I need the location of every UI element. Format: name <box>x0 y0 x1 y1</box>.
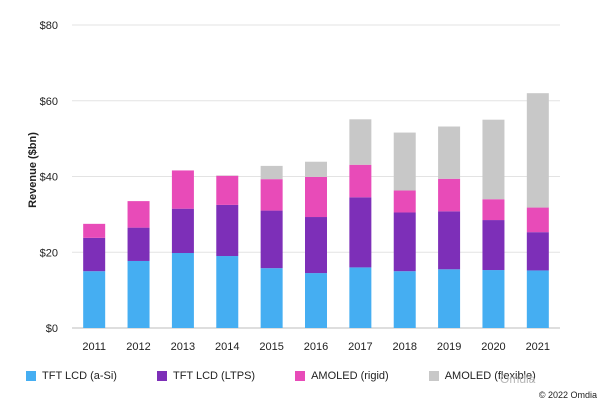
bar-segment <box>260 179 283 211</box>
x-tick-label: 2020 <box>481 341 505 353</box>
bar-segment <box>526 93 549 208</box>
legend-item: AMOLED (rigid) <box>295 370 389 382</box>
bar-segment <box>438 211 461 270</box>
bar-segment <box>349 197 372 268</box>
bar-segment <box>349 119 372 165</box>
bar-segment <box>482 220 505 271</box>
bar-segment <box>260 210 283 269</box>
bar-segment <box>260 268 283 328</box>
bar-segment <box>83 223 106 238</box>
bar-segment <box>216 175 239 205</box>
legend-label: TFT LCD (a-Si) <box>42 370 117 382</box>
bar-segment <box>526 270 549 328</box>
y-axis-ticks: $0 $20 $40 $60 $80 <box>40 20 58 335</box>
bar-segment <box>438 178 461 212</box>
legend-item: TFT LCD (a-Si) <box>26 370 117 382</box>
bar-segment <box>127 260 150 328</box>
legend-label: AMOLED (flexible) <box>444 370 536 382</box>
y-axis-label: Revenue ($bn) <box>27 132 39 208</box>
bar-segment <box>171 253 194 328</box>
bar-segment <box>305 217 327 274</box>
legend-item: AMOLED (flexible) <box>428 370 536 382</box>
bar-segment <box>171 208 194 254</box>
legend-swatch <box>428 371 439 381</box>
bar-segment <box>393 271 416 328</box>
y-tick-label: $80 <box>40 20 58 32</box>
x-tick-label: 2013 <box>171 341 195 353</box>
bar-segment <box>482 270 505 328</box>
copyright: © 2022 Omdia <box>538 390 597 400</box>
x-tick-label: 2014 <box>215 341 239 353</box>
x-tick-label: 2018 <box>392 341 416 353</box>
bar-segment <box>349 267 372 328</box>
bar-segment <box>305 273 327 328</box>
x-tick-label: 2017 <box>348 341 372 353</box>
legend-swatch <box>156 371 167 381</box>
bar-segment <box>349 164 372 198</box>
y-tick-label: $0 <box>46 323 58 335</box>
bar-segment <box>438 269 461 328</box>
x-tick-label: 2016 <box>304 341 328 353</box>
bar-segment <box>260 165 283 180</box>
bar-segment <box>305 161 327 177</box>
bar-segment <box>83 237 106 272</box>
bar-segment <box>393 212 416 272</box>
bars <box>83 93 549 328</box>
bar-segment <box>127 201 150 228</box>
bar-segment <box>526 207 549 233</box>
y-tick-label: $60 <box>40 96 58 108</box>
bar-segment <box>393 190 416 213</box>
legend-item: TFT LCD (LTPS) <box>156 370 256 382</box>
bar-segment <box>216 204 239 257</box>
bar-segment <box>83 271 106 328</box>
y-tick-label: $20 <box>40 247 58 259</box>
x-axis-ticks: 2011 2012 2013 2014 2015 2016 2017 2018 2019 2020… <box>82 341 550 353</box>
legend-swatch <box>295 371 306 381</box>
bar-segment <box>127 227 150 261</box>
x-tick-label: 2011 <box>82 341 106 353</box>
x-tick-label: 2019 <box>437 341 461 353</box>
bar-segment <box>438 126 461 179</box>
bar-segment <box>171 170 194 209</box>
x-tick-label: 2021 <box>526 341 550 353</box>
legend-swatch <box>26 371 36 381</box>
bar-segment <box>216 256 239 328</box>
bar-segment <box>482 199 505 221</box>
bar-segment <box>482 119 505 200</box>
legend: TFT LCD (a-Si) TFT LCD (LTPS) AMOLED (rigi… <box>26 366 586 386</box>
legend-label: TFT LCD (LTPS) <box>172 370 256 382</box>
bar-segment <box>305 176 327 218</box>
x-tick-label: 2012 <box>126 341 150 353</box>
y-tick-label: $40 <box>40 172 58 184</box>
watermark: Omdia <box>500 372 536 386</box>
x-tick-label: 2015 <box>259 341 283 353</box>
bar-segment <box>393 132 416 191</box>
bar-segment <box>526 232 549 271</box>
legend-label: AMOLED (rigid) <box>311 370 389 382</box>
